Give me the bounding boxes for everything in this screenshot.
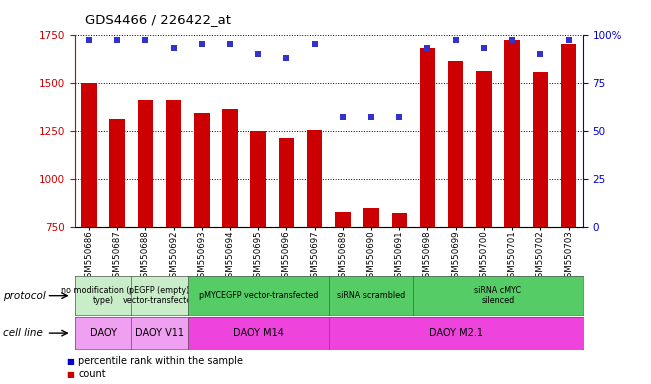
Bar: [363, 208, 379, 227]
Text: DAOY: DAOY: [90, 328, 117, 338]
Text: protocol: protocol: [3, 291, 46, 301]
Bar: [391, 213, 407, 227]
Point: [366, 114, 376, 120]
Point: [112, 37, 122, 43]
Bar: [279, 138, 294, 227]
Bar: [420, 48, 436, 227]
Bar: [335, 212, 351, 227]
Point: [563, 37, 574, 43]
Point: [450, 37, 461, 43]
Bar: [194, 113, 210, 227]
Bar: [81, 83, 97, 227]
Point: [478, 45, 489, 51]
Point: [507, 37, 518, 43]
Point: [281, 55, 292, 61]
Text: ■: ■: [66, 357, 74, 366]
Text: ■: ■: [66, 370, 74, 379]
Point: [309, 41, 320, 47]
Point: [253, 51, 264, 57]
Text: pEGFP (empty)
vector-transfected: pEGFP (empty) vector-transfected: [122, 286, 197, 305]
Point: [394, 114, 404, 120]
Text: cell line: cell line: [3, 328, 43, 338]
Text: siRNA scrambled: siRNA scrambled: [337, 291, 405, 300]
Text: siRNA cMYC
silenced: siRNA cMYC silenced: [475, 286, 521, 305]
Text: GDS4466 / 226422_at: GDS4466 / 226422_at: [85, 13, 230, 26]
Point: [338, 114, 348, 120]
Point: [84, 37, 94, 43]
Point: [225, 41, 235, 47]
Bar: [222, 109, 238, 227]
Bar: [448, 61, 464, 227]
Text: no modification (wild
type): no modification (wild type): [61, 286, 145, 305]
Bar: [109, 119, 125, 227]
Bar: [166, 100, 182, 227]
Bar: [533, 72, 548, 227]
Point: [169, 45, 179, 51]
Text: percentile rank within the sample: percentile rank within the sample: [78, 356, 243, 366]
Text: DAOY M14: DAOY M14: [233, 328, 284, 338]
Bar: [307, 130, 322, 227]
Text: count: count: [78, 369, 105, 379]
Point: [197, 41, 207, 47]
Text: DAOY V11: DAOY V11: [135, 328, 184, 338]
Bar: [137, 100, 153, 227]
Bar: [505, 40, 520, 227]
Text: pMYCEGFP vector-transfected: pMYCEGFP vector-transfected: [199, 291, 318, 300]
Text: DAOY M2.1: DAOY M2.1: [429, 328, 482, 338]
Bar: [476, 71, 492, 227]
Bar: [251, 131, 266, 227]
Bar: [561, 44, 576, 227]
Point: [422, 45, 433, 51]
Point: [535, 51, 546, 57]
Point: [140, 37, 150, 43]
